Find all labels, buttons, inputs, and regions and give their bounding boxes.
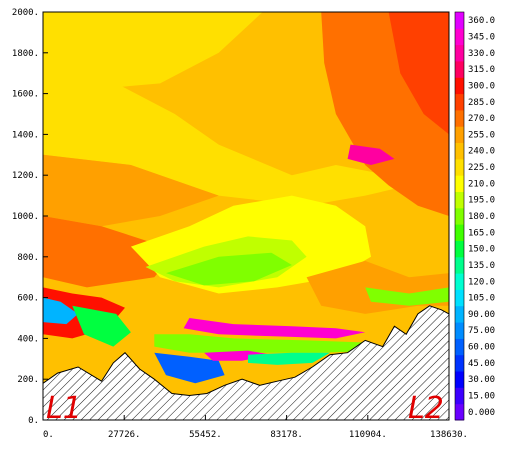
contour-region-19 [204,350,272,361]
x-tick-label: 55452. [189,430,222,440]
x-axis: 0. 27726. 55452. 83178. 110904. 138630. [42,415,468,440]
y-tick-label: 400. [17,334,39,344]
colorbar-swatch [455,273,464,290]
y-tick-label: 200. [17,375,39,385]
colorbar-swatch [455,354,464,372]
y-axis: 0. 200. 400. 600. 800. 1000. 1200. 1400. 1600. 18… [12,8,48,426]
y-tick-label: 1600. [12,90,39,100]
colorbar-swatch [455,305,464,323]
x-tick-label: 27726. [108,430,141,440]
colorbar-swatch [455,371,464,388]
colorbar-label: 345.0 [468,33,495,43]
colorbar-swatch [455,322,464,339]
label-l1: L1 [46,391,82,426]
colorbar-swatch [455,12,464,29]
colorbar-label: 195.0 [468,196,495,206]
x-tick-label: 110904. [349,430,387,440]
contour-region-18 [154,352,225,384]
terrain-hatch [43,305,449,420]
contour-field [43,12,449,420]
colorbar-label: 255.0 [468,130,495,140]
colorbar-swatch [455,240,464,258]
contour-region-14 [43,297,79,325]
y-tick-label: 1000. [12,212,39,222]
colorbar-swatch [455,61,464,78]
colorbar-swatch [455,44,464,62]
colorbar-label: 105.0 [468,294,495,304]
colorbar-frame [454,11,465,421]
y-tick-label: 600. [17,294,39,304]
colorbar-label: 75.00 [468,326,495,336]
y-tick-label: 1800. [12,49,39,59]
y-tick-label: 1200. [12,171,39,181]
colorbar-label: 285.0 [468,98,495,108]
colorbar-label: 240.0 [468,147,495,157]
contour-region-2 [43,83,410,206]
colorbar-label: 270.0 [468,114,495,124]
x-tick-label: 0. [43,430,54,440]
contour-region-4 [43,216,175,288]
colorbar-swatch [455,224,464,241]
colorbar-swatch [455,109,464,127]
colorbar-label: 150.0 [468,245,495,255]
colorbar-swatch [455,289,464,307]
colorbar-swatch [455,158,464,176]
contour-region-15 [72,305,131,347]
colorbar-label: 45.00 [468,359,495,369]
colorbar-label: 300.0 [468,81,495,91]
y-tick-label: 0. [28,416,39,426]
colorbar-swatch [455,207,464,225]
y-tick-label: 1400. [12,130,39,140]
colorbar-label: 15.00 [468,392,495,402]
colorbar-swatch [455,142,464,160]
colorbar-swatch [455,28,464,46]
x-tick-label: 138630. [430,430,468,440]
contour-region-12 [365,287,449,306]
colorbar-label: 165.0 [468,228,495,238]
colorbar-label: 90.00 [468,310,495,320]
colorbar-label: 330.0 [468,49,495,59]
colorbar-label: 60.00 [468,343,495,353]
colorbar-label: 135.0 [468,261,495,271]
contour-region-17 [154,334,380,353]
y-tick-label: 800. [17,253,39,263]
colorbar-swatch [455,191,464,209]
colorbar-swatch [455,93,464,111]
label-l2: L2 [408,391,444,426]
colorbar: 0.000 15.00 30.00 45.00 60.00 75.00 90.00 105.0… [454,11,495,421]
colorbar-swatch [455,403,464,421]
contour-region-10 [166,252,292,286]
colorbar-label: 210.0 [468,179,495,189]
colorbar-swatch [455,338,464,356]
colorbar-label: 0.000 [468,408,495,418]
colorbar-label: 225.0 [468,163,495,173]
colorbar-swatch [455,77,464,95]
colorbar-label: 30.00 [468,375,495,385]
contour-region-3 [43,154,219,227]
colorbar-label: 360.0 [468,16,495,26]
colorbar-label: 315.0 [468,65,495,75]
contour-region-1 [43,12,263,94]
contour-region-6 [388,12,449,135]
contour-region-16 [183,318,366,339]
contour-region-20 [248,352,330,365]
colorbar-label: 120.0 [468,277,495,287]
x-tick-label: 83178. [270,430,303,440]
colorbar-swatch [455,126,464,143]
colorbar-swatch [455,175,464,192]
contour-region-7 [347,144,395,165]
colorbar-swatch [455,387,464,405]
colorbar-swatch [455,256,464,274]
y-tick-label: 2000. [12,8,39,18]
colorbar-label: 180.0 [468,212,495,222]
